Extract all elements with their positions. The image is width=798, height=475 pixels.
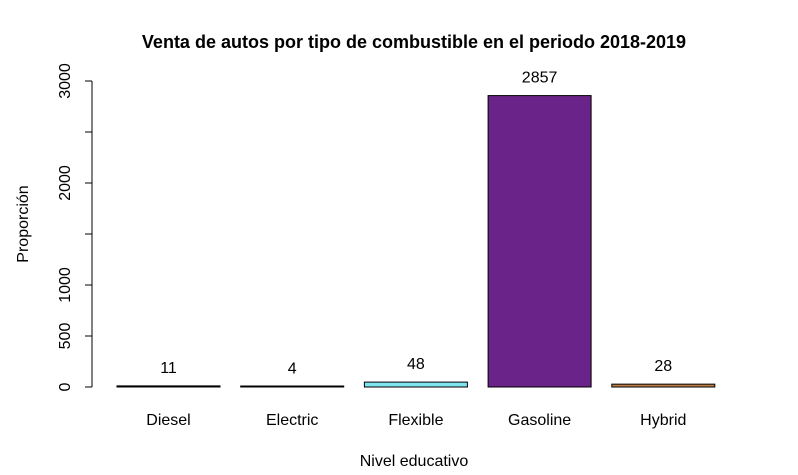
x-tick-label: Hybrid [640, 412, 686, 429]
x-tick-label: Diesel [146, 412, 190, 429]
data-label: 2857 [522, 70, 558, 87]
y-tick-label: 3000 [57, 63, 74, 99]
category-labels: Diesel Electric Flexible Gasoline Hybrid [146, 412, 686, 429]
data-label: 4 [288, 361, 297, 378]
bars [116, 95, 716, 388]
y-tick-label: 2000 [57, 165, 74, 201]
y-tick-label: 0 [57, 382, 74, 391]
x-tick-label: Electric [266, 412, 318, 429]
y-tick-label: 500 [57, 323, 74, 350]
x-tick-label: Gasoline [508, 412, 571, 429]
data-label: 48 [407, 356, 425, 373]
bar-diesel [116, 385, 221, 388]
bar-flexible [363, 381, 468, 388]
y-tick-label: 1000 [57, 267, 74, 303]
bar-hybrid [611, 383, 716, 388]
x-tick-label: Flexible [388, 412, 443, 429]
y-axis: 0 500 1000 2000 3000 [57, 63, 93, 391]
data-label: 28 [654, 358, 672, 375]
x-axis-label: Nivel educativo [360, 453, 469, 470]
data-label: 11 [160, 360, 177, 377]
chart-title: Venta de autos por tipo de combustible e… [142, 32, 686, 52]
y-axis-label: Proporción [15, 185, 32, 262]
bar-gasoline [487, 95, 592, 388]
bar-electric [240, 385, 345, 388]
data-labels: 11 4 48 2857 28 [160, 70, 672, 378]
